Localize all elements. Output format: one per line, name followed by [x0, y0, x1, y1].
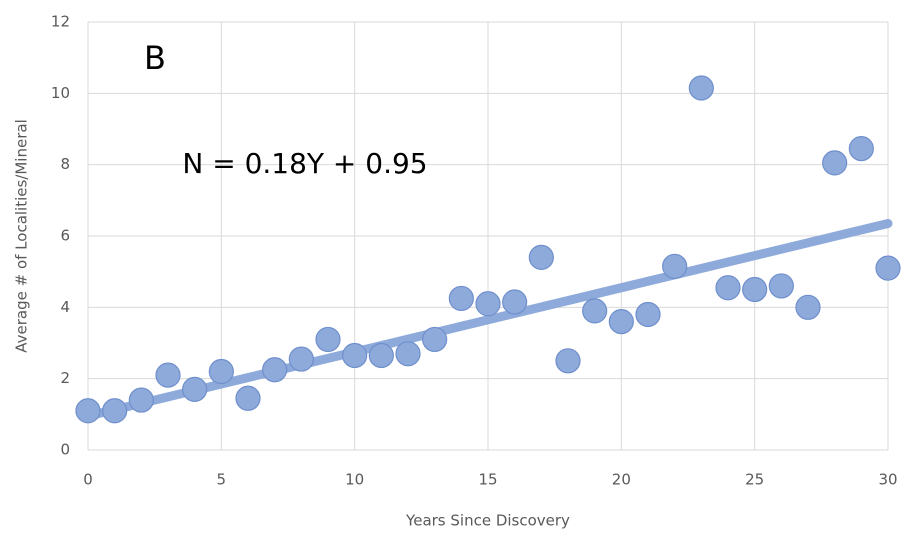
y-axis-label: Average # of Localities/Mineral: [13, 119, 31, 353]
point: [422, 326, 448, 353]
point: [715, 275, 741, 301]
point: [208, 358, 234, 385]
x-tick-label: 10: [345, 471, 364, 489]
point: [342, 342, 368, 369]
x-tick-label: 25: [745, 471, 764, 489]
point: [448, 285, 474, 312]
point: [768, 273, 794, 299]
point: [582, 298, 608, 324]
annotation: N = 0.18Y + 0.95: [182, 147, 427, 180]
point: [182, 376, 208, 402]
point: [155, 362, 181, 388]
point: [555, 348, 581, 374]
point: [262, 357, 288, 383]
point: [235, 385, 261, 411]
point: [315, 326, 341, 353]
point: [288, 346, 314, 372]
y-tick-label: 2: [60, 369, 70, 387]
y-tick-label: 4: [60, 298, 70, 316]
x-tick-label: 20: [612, 471, 631, 489]
point: [635, 301, 661, 328]
point: [688, 75, 714, 101]
x-axis-label: Years Since Discovery: [405, 512, 570, 530]
point: [608, 309, 634, 335]
y-tick-label: 0: [60, 441, 70, 459]
point: [528, 244, 554, 270]
point: [395, 341, 421, 367]
x-tick-label: 5: [217, 471, 227, 489]
point: [475, 291, 501, 317]
panel-label: B: [144, 39, 166, 77]
y-tick-label: 10: [51, 84, 70, 102]
y-tick-label: 12: [51, 13, 70, 31]
point: [822, 150, 848, 176]
point: [368, 342, 394, 369]
point: [848, 136, 874, 162]
point: [502, 289, 528, 315]
point: [75, 398, 101, 424]
x-tick-label: 0: [83, 471, 93, 489]
point: [795, 294, 821, 320]
point: [102, 398, 128, 424]
x-tick-label: 15: [478, 471, 497, 489]
y-tick-label: 8: [60, 155, 70, 173]
point: [742, 276, 768, 303]
point: [662, 253, 688, 279]
y-tick-label: 6: [60, 227, 70, 245]
point: [875, 255, 901, 281]
x-tick-label: 30: [878, 471, 897, 489]
point: [128, 387, 154, 413]
